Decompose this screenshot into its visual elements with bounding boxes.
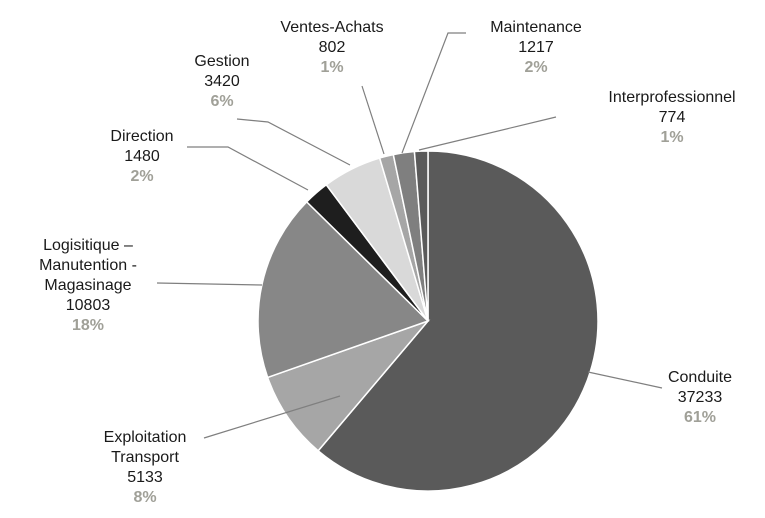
slice-label: Maintenance 1217 2% xyxy=(466,18,606,78)
leader-line xyxy=(401,32,466,154)
value-label: 5133 xyxy=(127,469,163,486)
percent-label: 1% xyxy=(320,59,344,76)
leader-line xyxy=(236,118,351,166)
percent-label: 2% xyxy=(524,59,548,76)
pie-slice xyxy=(317,150,599,492)
slice-label: Conduite 37233 61% xyxy=(640,368,760,428)
category-name: Ventes-Achats xyxy=(280,19,384,36)
value-label: 3420 xyxy=(204,73,240,90)
slice-label: Ventes-Achats 802 1% xyxy=(262,18,402,78)
value-label: 1217 xyxy=(518,39,554,56)
slice-label: Logisitique – Manutention - Magasinage 10… xyxy=(18,236,158,336)
percent-label: 6% xyxy=(210,93,234,110)
pie-slice xyxy=(257,200,430,379)
category-name: Logisitique – Manutention - Magasinage xyxy=(39,237,137,294)
category-name: Direction xyxy=(110,128,174,145)
percent-label: 8% xyxy=(133,489,157,506)
leader-line xyxy=(418,116,557,151)
value-label: 37233 xyxy=(677,389,723,406)
value-label: 774 xyxy=(658,109,686,126)
slice-label: Gestion 3420 6% xyxy=(172,52,272,112)
value-label: 10803 xyxy=(65,297,111,314)
category-name: Conduite xyxy=(667,369,733,386)
leader-line xyxy=(156,282,263,286)
percent-label: 61% xyxy=(683,409,717,426)
pie-slice xyxy=(413,150,429,322)
percent-label: 2% xyxy=(130,168,154,185)
slice-label: Interprofessionnel 774 1% xyxy=(582,88,762,148)
value-label: 802 xyxy=(318,39,346,56)
percent-label: 18% xyxy=(71,317,105,334)
category-name: Interprofessionnel xyxy=(608,89,736,106)
leader-line xyxy=(361,85,385,155)
leader-line xyxy=(203,395,341,439)
category-name: Exploitation Transport xyxy=(103,429,187,466)
leader-line xyxy=(187,146,309,191)
slice-label: Exploitation Transport 5133 8% xyxy=(85,428,205,508)
pie-slice xyxy=(266,319,431,452)
value-label: 1480 xyxy=(124,148,160,165)
leader-line xyxy=(587,371,663,389)
slice-label: Direction 1480 2% xyxy=(82,127,202,187)
category-name: Gestion xyxy=(194,53,250,70)
category-name: Maintenance xyxy=(490,19,582,36)
percent-label: 1% xyxy=(660,129,684,146)
